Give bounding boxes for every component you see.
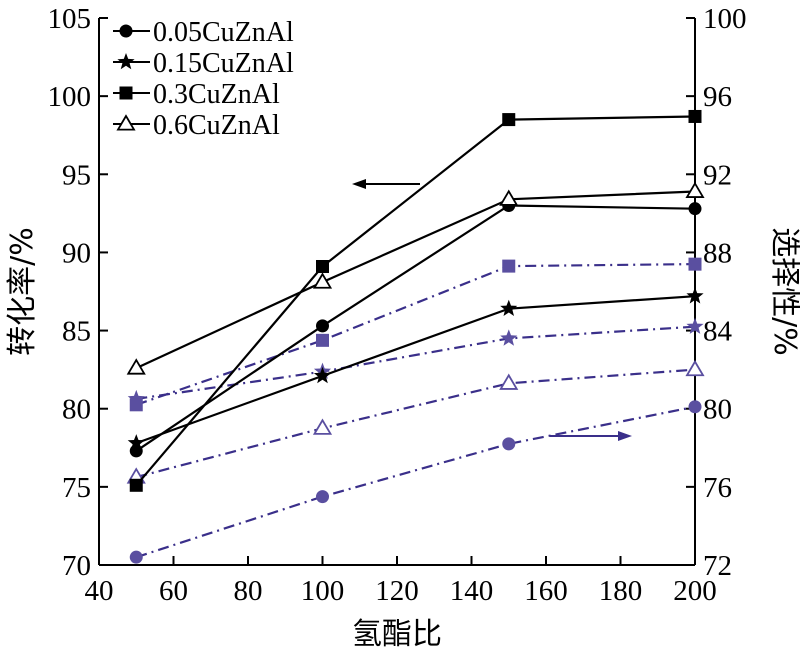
selectivity-point-0.6CuZnAl-150 (499, 373, 519, 390)
x-tick-label-60: 60 (159, 575, 188, 607)
selectivity-line-0.3CuZnAl (135, 263, 696, 406)
conversion-point-0.6CuZnAl-200 (685, 181, 705, 198)
selectivity-point-0.05CuZnAl-50 (129, 550, 143, 564)
legend-marker-0.6CuZnAl (116, 114, 136, 131)
selectivity-point-0.05CuZnAl-200 (688, 400, 702, 414)
selectivity-point-0.6CuZnAl-100 (312, 418, 333, 435)
x-tick-label-140: 140 (450, 575, 494, 607)
selectivity-point-0.05CuZnAl-150 (502, 437, 516, 451)
legend-marker-0.3CuZnAl (119, 86, 133, 100)
selectivity-point-0.3CuZnAl-50 (129, 398, 143, 412)
conversion-point-0.15CuZnAl-100 (313, 366, 332, 384)
conversion-point-0.3CuZnAl-50 (129, 478, 143, 492)
conversion-point-0.6CuZnAl-150 (499, 189, 519, 206)
conversion-point-0.15CuZnAl-150 (500, 299, 518, 316)
y-left-axis-title: 转化率/% (5, 227, 40, 356)
conversion-point-0.15CuZnAl-50 (127, 434, 145, 451)
series-layer (126, 109, 705, 564)
y-right-tick-label-88: 88 (703, 237, 732, 269)
y-left-tick-label-75: 75 (62, 472, 91, 504)
y-left-tick-label-95: 95 (62, 159, 91, 191)
y-right-tick-label-96: 96 (703, 81, 732, 113)
selectivity-line-0.15CuZnAl (136, 325, 696, 400)
arrows (352, 179, 632, 441)
conversion-point-0.3CuZnAl-150 (502, 113, 516, 127)
conversion-point-0.3CuZnAl-100 (316, 259, 329, 273)
conversion-point-0.6CuZnAl-50 (126, 358, 146, 375)
y-right-tick-label-84: 84 (703, 316, 733, 348)
y-left-tick-label-90: 90 (62, 237, 91, 269)
y-right-tick-label-92: 92 (703, 159, 732, 191)
right-arrow-head (618, 431, 632, 441)
legend-marker-0.15CuZnAl (117, 53, 135, 70)
legend-label-0.6CuZnAl: 0.6CuZnAl (153, 110, 280, 141)
legend-marker-0.05CuZnAl (119, 24, 133, 38)
conversion-line-0.3CuZnAl (135, 115, 696, 487)
y-left-tick-label-80: 80 (62, 394, 91, 426)
conversion-line-0.15CuZnAl (135, 295, 696, 445)
y-right-tick-label-80: 80 (703, 394, 732, 426)
y-left-tick-label-70: 70 (62, 550, 91, 582)
x-tick-label-200: 200 (673, 575, 717, 607)
selectivity-point-0.3CuZnAl-100 (316, 333, 329, 347)
axes: 40 60 80 100 120 140 160 180 200 70 75 80 85 90 95 100 1… (5, 3, 800, 652)
selectivity-point-0.15CuZnAl-50 (127, 389, 145, 407)
x-tick-label-120: 120 (375, 575, 419, 607)
conversion-point-0.15CuZnAl-200 (686, 287, 704, 304)
selectivity-point-0.6CuZnAl-200 (685, 359, 705, 377)
conversion-line-0.6CuZnAl (135, 190, 696, 370)
x-tick-label-180: 180 (599, 575, 643, 607)
selectivity-line-0.6CuZnAl (136, 368, 696, 479)
conversion-point-0.05CuZnAl-100 (316, 319, 329, 333)
y-left-tick-label-105: 105 (48, 3, 92, 35)
selectivity-point-0.3CuZnAl-200 (688, 257, 702, 271)
x-tick-label-160: 160 (524, 575, 568, 607)
y-right-axis-title: 选择性/% (767, 227, 800, 356)
left-arrow-head (352, 179, 366, 189)
selectivity-point-0.3CuZnAl-150 (502, 259, 516, 273)
legend-label-0.15CuZnAl: 0.15CuZnAl (153, 48, 294, 79)
selectivity-point-0.15CuZnAl-200 (686, 317, 704, 334)
conversion-point-0.6CuZnAl-100 (312, 272, 333, 289)
y-right-tick-label-76: 76 (703, 472, 732, 504)
x-tick-label-100: 100 (301, 575, 345, 607)
x-tick-label-40: 40 (85, 575, 114, 607)
legend-label-0.3CuZnAl: 0.3CuZnAl (153, 79, 280, 110)
x-axis-title: 氢酯比 (352, 617, 442, 652)
selectivity-line-0.05CuZnAl (135, 405, 696, 559)
conversion-line-0.05CuZnAl (135, 204, 696, 452)
y-right-tick-label-72: 72 (703, 550, 732, 582)
y-left-tick-label-100: 100 (48, 81, 92, 113)
y-right-tick-label-100: 100 (703, 3, 747, 35)
y-left-tick-label-85: 85 (62, 316, 91, 348)
conversion-point-0.05CuZnAl-200 (688, 202, 702, 216)
legend-label-0.05CuZnAl: 0.05CuZnAl (153, 17, 294, 48)
selectivity-point-0.05CuZnAl-100 (316, 490, 329, 504)
selectivity-point-0.15CuZnAl-150 (500, 329, 518, 346)
conversion-point-0.3CuZnAl-200 (688, 109, 702, 123)
x-tick-label-80: 80 (234, 575, 263, 607)
